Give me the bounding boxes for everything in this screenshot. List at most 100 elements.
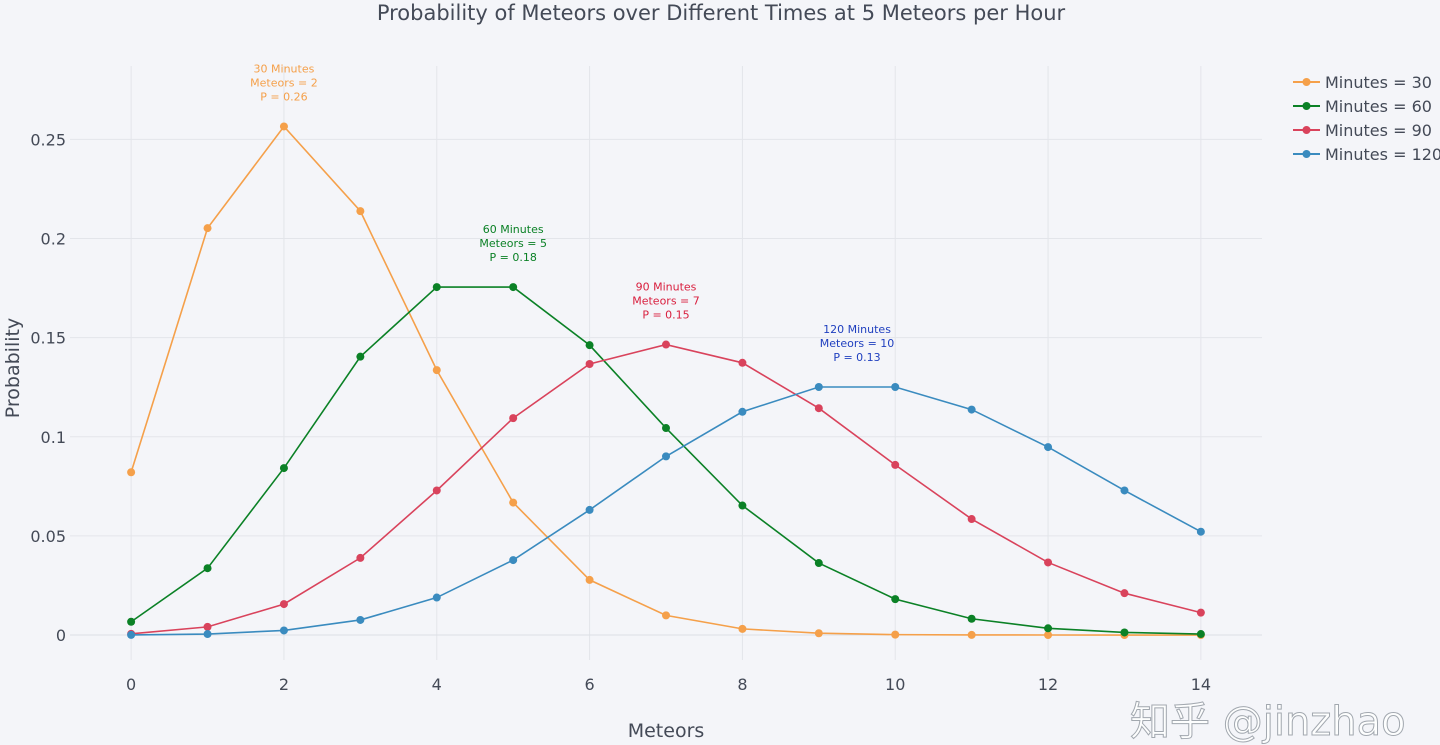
data-point — [1196, 527, 1205, 536]
annotation-line: 60 Minutes — [483, 223, 544, 236]
data-point — [203, 630, 212, 639]
data-point — [509, 556, 518, 565]
data-point — [1044, 443, 1053, 452]
data-point — [662, 340, 670, 349]
data-point — [1120, 589, 1129, 598]
series-4 — [127, 382, 1205, 639]
annotation-line: P = 0.18 — [490, 251, 537, 264]
legend-marker-icon — [1302, 126, 1311, 134]
data-point — [585, 575, 594, 584]
annotation-line: 30 Minutes — [254, 62, 315, 75]
data-point — [279, 600, 288, 609]
data-point — [1120, 628, 1129, 637]
data-point — [585, 359, 594, 368]
data-point — [662, 611, 670, 620]
data-point — [279, 626, 288, 635]
data-point — [509, 414, 518, 423]
annotation-line: Meteors = 2 — [250, 76, 318, 89]
data-point — [127, 630, 136, 639]
data-point — [509, 498, 518, 507]
legend-item[interactable]: Minutes = 60 — [1293, 97, 1432, 116]
data-point — [814, 629, 823, 638]
data-point — [662, 424, 670, 433]
data-point — [662, 452, 670, 461]
grid — [70, 66, 1262, 660]
legend-label: Minutes = 60 — [1325, 97, 1432, 116]
x-tick-label: 12 — [1038, 675, 1058, 694]
data-point — [891, 460, 900, 469]
annotation-line: 120 Minutes — [823, 323, 891, 336]
data-point — [967, 515, 976, 524]
data-point — [738, 501, 747, 510]
data-point — [585, 341, 594, 350]
annotation-line: Meteors = 5 — [479, 237, 547, 250]
legend-label: Minutes = 30 — [1325, 73, 1432, 92]
annotation-line: P = 0.26 — [260, 90, 307, 103]
x-tick-label: 8 — [737, 675, 747, 694]
legend-item[interactable]: Minutes = 90 — [1293, 121, 1432, 140]
data-point — [356, 207, 365, 216]
annotation-line: P = 0.13 — [833, 351, 880, 364]
legend-item[interactable]: Minutes = 120 — [1293, 145, 1440, 164]
data-point — [891, 595, 900, 604]
y-axis-title: Probability — [2, 318, 24, 418]
series-line — [131, 343, 1202, 635]
data-point — [738, 407, 747, 416]
data-point — [203, 564, 212, 573]
series-3 — [127, 340, 1205, 638]
data-point — [432, 366, 441, 375]
y-tick-label: 0 — [56, 626, 66, 645]
data-point — [356, 352, 365, 361]
data-point — [432, 593, 441, 602]
legend-marker-icon — [1302, 102, 1311, 110]
data-point — [1196, 630, 1205, 639]
x-tick-label: 0 — [126, 675, 136, 694]
x-tick-label: 4 — [432, 675, 442, 694]
data-point — [967, 614, 976, 623]
data-point — [432, 486, 441, 495]
legend-label: Minutes = 120 — [1325, 145, 1440, 164]
annotation-line: Meteors = 10 — [820, 337, 895, 350]
data-point — [1196, 608, 1205, 617]
y-tick-label: 0.05 — [30, 527, 66, 546]
data-point — [814, 404, 823, 413]
data-point — [738, 624, 747, 633]
data-point — [1044, 558, 1053, 567]
y-axis: 0 0.05 0.1 0.15 0.2 0.25 — [30, 130, 66, 645]
data-point — [814, 559, 823, 568]
y-tick-label: 0.15 — [30, 329, 66, 348]
plot-area — [127, 122, 1205, 640]
data-point — [203, 622, 212, 631]
data-point — [356, 553, 365, 562]
legend-marker-icon — [1302, 150, 1311, 158]
x-tick-label: 14 — [1191, 675, 1211, 694]
y-tick-label: 0.25 — [30, 130, 66, 149]
data-point — [1044, 630, 1053, 639]
watermark: 知乎 @jinzhao — [1130, 699, 1406, 745]
legend-label: Minutes = 90 — [1325, 121, 1432, 140]
data-point — [891, 630, 900, 639]
data-point — [1044, 624, 1053, 633]
data-point — [967, 405, 976, 414]
data-point — [1120, 486, 1129, 495]
legend[interactable]: Minutes = 30 Minutes = 60 Minutes = 90 Minu… — [1293, 73, 1440, 164]
y-tick-label: 0.2 — [41, 229, 66, 248]
x-tick-label: 6 — [584, 675, 594, 694]
series-1 — [127, 122, 1205, 640]
chart-title: Probability of Meteors over Different Ti… — [377, 1, 1066, 25]
data-point — [356, 615, 365, 624]
data-point — [127, 617, 136, 626]
data-point — [279, 464, 288, 473]
x-axis: 0 2 4 6 8 10 12 14 — [126, 675, 1211, 694]
legend-item[interactable]: Minutes = 30 — [1293, 73, 1432, 92]
annotation-line: Meteors = 7 — [632, 295, 700, 308]
x-tick-label: 2 — [279, 675, 289, 694]
data-point — [967, 630, 976, 639]
data-point — [127, 468, 136, 477]
data-point — [585, 505, 594, 514]
